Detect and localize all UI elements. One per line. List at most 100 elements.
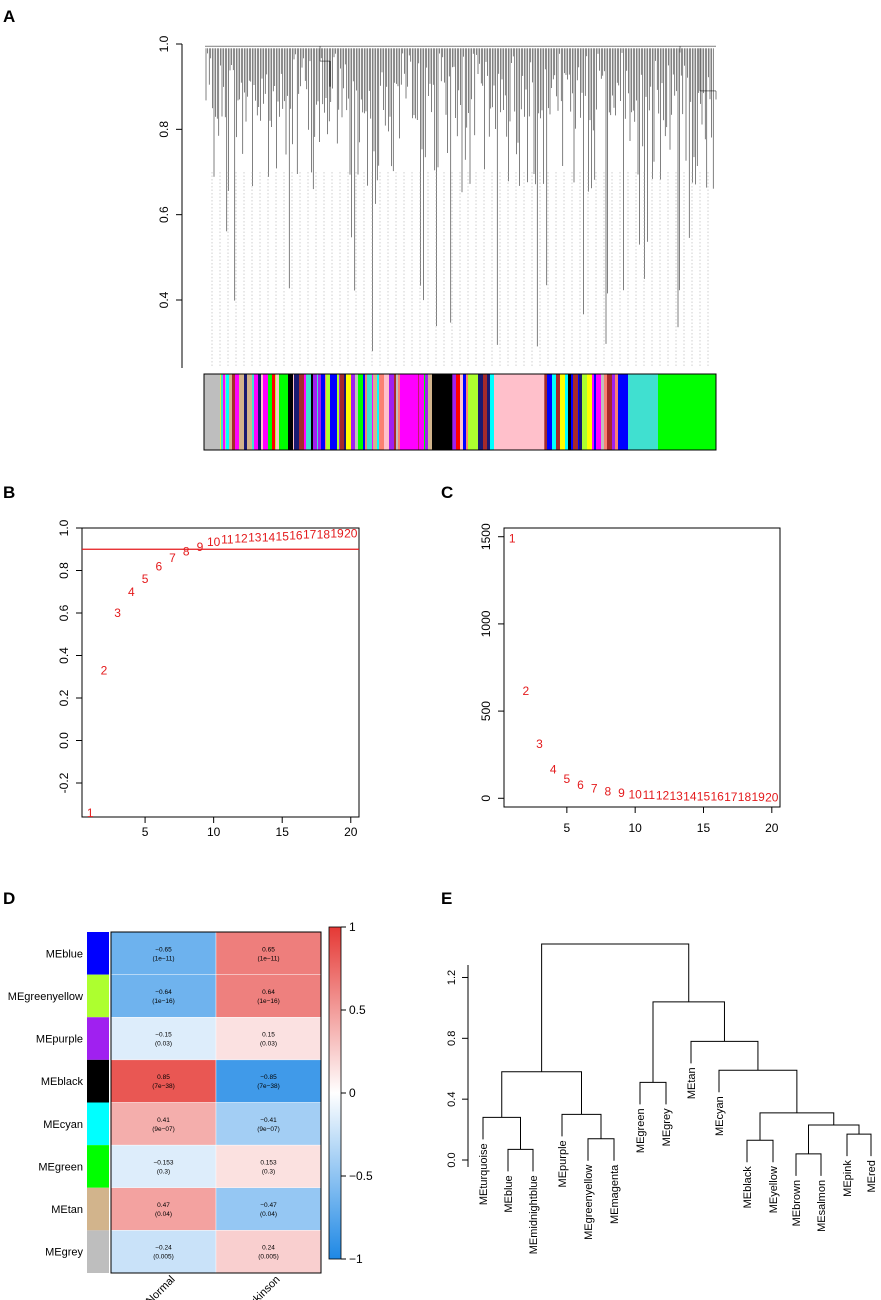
module-color-block xyxy=(337,374,340,450)
mean-connectivity-point-label: 13 xyxy=(669,789,683,803)
module-color-block xyxy=(490,374,496,450)
eigengene-leaf-label: MEsalmon xyxy=(816,1180,828,1232)
panel-e-y-tick-label: 1.2 xyxy=(446,970,458,985)
module-color-block xyxy=(247,374,253,450)
module-color-block xyxy=(258,374,262,450)
scale-independence-point-label: 12 xyxy=(234,532,248,546)
module-color-block xyxy=(456,374,461,450)
panel-e-y-tick-label: 0.4 xyxy=(446,1092,458,1107)
panel-b-x-tick-label: 10 xyxy=(207,825,221,839)
eigengene-merge xyxy=(690,1040,759,1071)
module-color-block xyxy=(596,374,602,450)
panel-b-y-ticks: -0.2 0.0 0.2 0.4 0.6 0.8 1.0 xyxy=(57,519,82,793)
panel-a-y-ticks: 0.4 0.6 0.8 1.0 xyxy=(157,35,182,308)
panel-e-y-tick-label: 0.0 xyxy=(446,1152,458,1167)
module-color-block xyxy=(544,374,548,450)
heatmap-cell xyxy=(110,1144,217,1188)
mean-connectivity-point-label: 15 xyxy=(697,790,711,804)
module-color-block xyxy=(326,374,331,450)
module-color-block xyxy=(419,374,425,450)
mean-connectivity-point-label: 11 xyxy=(643,788,656,802)
mean-connectivity-point-label: 20 xyxy=(765,790,779,804)
panel-c-y-ticks: 0 500 1000 1500 xyxy=(479,523,504,802)
heatmap-cell-pvalue: (0.3) xyxy=(157,1168,170,1175)
heatmap-row-label: MEgreen xyxy=(38,1161,83,1173)
module-color-block xyxy=(245,374,248,450)
mean-connectivity-point-label: 3 xyxy=(536,737,543,751)
colorbar-tick-label: 1 xyxy=(349,920,356,934)
eigengene-leaf-label: MEmagenta xyxy=(609,1164,621,1224)
module-color-block xyxy=(294,374,300,450)
scale-independence-point-label: 10 xyxy=(207,535,221,549)
module-color-block xyxy=(432,374,453,450)
module-color-block xyxy=(358,374,364,450)
eigengene-leaf-label: MEgreen xyxy=(635,1108,647,1153)
heatmap-row-label: MEgrey xyxy=(45,1247,83,1259)
module-color-block xyxy=(367,374,373,450)
panel-b-y-tick-label: 0.0 xyxy=(57,732,71,749)
module-color-block xyxy=(346,374,352,450)
module-color-block xyxy=(582,374,588,450)
heatmap-row-label: MEblack xyxy=(41,1076,84,1088)
heatmap-cell-correlation: −0.153 xyxy=(153,1159,173,1166)
panel-c-frame xyxy=(503,527,781,808)
heatmap-cell xyxy=(110,1059,217,1103)
module-color-block xyxy=(483,374,488,450)
module-color-block xyxy=(607,374,613,450)
heatmap-cell-correlation: 0.24 xyxy=(262,1245,275,1252)
module-color-block xyxy=(604,374,608,450)
module-color-block xyxy=(363,374,366,450)
module-color-block xyxy=(628,374,659,450)
mean-connectivity-point-label: 12 xyxy=(656,789,670,803)
module-color-block xyxy=(463,374,467,450)
colorbar-tick-label: 0 xyxy=(349,1086,356,1100)
heatmap-row-labels: MEblue MEgreenyellow MEpurple MEblack MEcyan… xyxy=(8,948,84,1258)
module-color-block xyxy=(587,374,593,450)
module-color-block xyxy=(332,374,338,450)
panel-a-y-tick-label: 1.0 xyxy=(157,35,171,52)
mean-connectivity-point-label: 19 xyxy=(751,790,765,804)
gene-dendrogram xyxy=(205,45,717,368)
module-color-bar-frame xyxy=(203,373,717,451)
module-color-block xyxy=(355,374,357,450)
eigengene-merge xyxy=(746,1139,774,1163)
eigengene-leaf-label: MEgrey xyxy=(661,1108,673,1146)
heatmap-cell-pvalue: (0.04) xyxy=(155,1211,172,1218)
mean-connectivity-point-label: 1 xyxy=(509,531,516,545)
module-color-block xyxy=(339,374,341,450)
heatmap-cell-pvalue: (0.03) xyxy=(260,1041,277,1048)
module-color-block xyxy=(344,374,347,450)
module-color-block xyxy=(306,374,312,450)
module-color-swatch xyxy=(87,1145,109,1188)
scale-independence-point-label: 13 xyxy=(248,531,262,545)
scale-independence-point-label: 4 xyxy=(128,585,135,599)
module-color-block xyxy=(272,374,276,450)
module-color-block xyxy=(451,374,457,450)
heatmap-cell xyxy=(110,1102,217,1146)
eigengene-leaf-label: MEcyan xyxy=(714,1096,726,1136)
heatmap-cell-correlation: 0.85 xyxy=(157,1074,170,1081)
scale-independence-point-label: 9 xyxy=(197,540,204,554)
module-color-block xyxy=(330,374,333,450)
eigengene-merge xyxy=(718,1069,798,1113)
heatmap-cell xyxy=(215,1230,322,1274)
module-color-block xyxy=(473,374,479,450)
eigengene-leaf-label: MEpink xyxy=(842,1160,854,1197)
module-color-block xyxy=(400,374,419,450)
mean-connectivity-point-label: 10 xyxy=(628,787,642,801)
panel-b-x-tick-label: 15 xyxy=(276,825,290,839)
heatmap-cell-correlation: 0.15 xyxy=(262,1032,275,1039)
heatmap-row-label: MEpurple xyxy=(36,1034,83,1046)
module-color-block xyxy=(268,374,273,450)
scale-independence-point-label: 2 xyxy=(101,663,108,677)
heatmap-cell xyxy=(215,1187,322,1231)
heatmap-cell-correlation: −0.41 xyxy=(260,1117,277,1124)
heatmap-column-label: Normal xyxy=(144,1274,178,1300)
eigengene-merge xyxy=(795,1153,822,1176)
scale-independence-point-label: 20 xyxy=(344,526,358,540)
module-color-block xyxy=(225,374,227,450)
module-color-block xyxy=(254,374,259,450)
